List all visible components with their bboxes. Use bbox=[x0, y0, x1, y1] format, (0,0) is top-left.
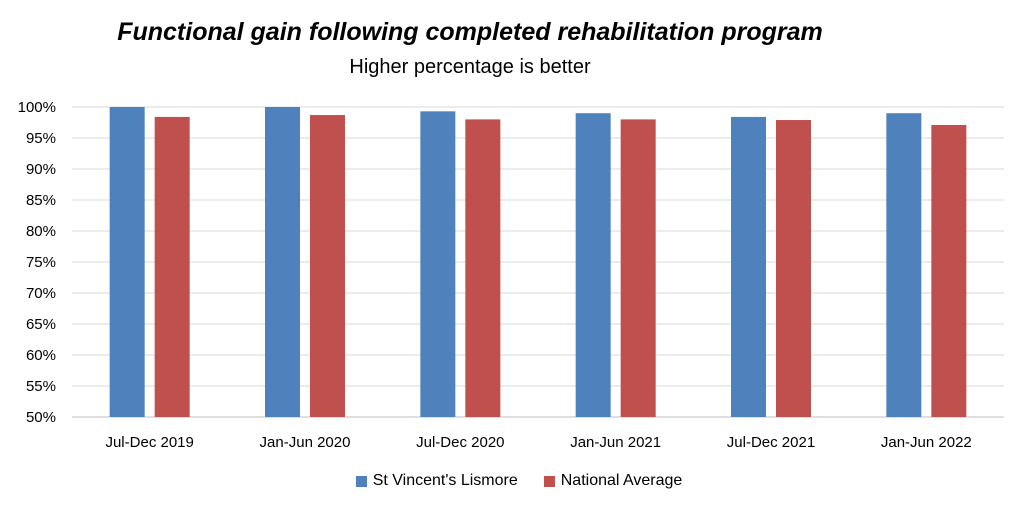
bar-series-1 bbox=[575, 113, 611, 417]
bar-series-1 bbox=[731, 116, 766, 418]
gridlines bbox=[72, 106, 1004, 418]
bar-series-1 bbox=[265, 107, 300, 417]
x-tick-label: Jul-Dec 2021 bbox=[727, 434, 815, 451]
x-axis-ticks: Jul-Dec 2019 Jan-Jun 2020 Jul-Dec 2020 Jan-… bbox=[105, 434, 971, 451]
bar-series-1 bbox=[420, 111, 456, 417]
y-tick-label: 55% bbox=[26, 378, 56, 395]
legend-item-series-1: St Vincent's Lismore bbox=[355, 472, 518, 490]
bar-series-2 bbox=[154, 116, 190, 418]
y-tick-label: 75% bbox=[26, 254, 56, 271]
x-tick-label: Jan-Jun 2020 bbox=[260, 434, 351, 451]
bar-series-1 bbox=[109, 107, 145, 417]
bar-series-2 bbox=[310, 115, 345, 417]
y-tick-label: 80% bbox=[26, 223, 56, 240]
bar-series-2 bbox=[931, 124, 967, 417]
x-tick-label: Jan-Jun 2022 bbox=[881, 434, 972, 451]
bar-series-2 bbox=[465, 119, 501, 418]
x-tick-label: Jul-Dec 2019 bbox=[105, 434, 193, 451]
legend-label-series-2: National Average bbox=[560, 472, 683, 489]
bar-series-1 bbox=[886, 113, 922, 417]
y-tick-label: 60% bbox=[26, 347, 56, 364]
legend-label-series-1: St Vincent's Lismore bbox=[372, 472, 518, 489]
y-axis-ticks: 50% 55% 60% 65% 70% 75% 80% 85% 90% 95% 100% bbox=[18, 99, 56, 426]
y-tick-label: 65% bbox=[26, 316, 56, 333]
bar-series-2 bbox=[620, 119, 656, 418]
y-tick-label: 95% bbox=[26, 130, 56, 147]
legend-swatch-series-2 bbox=[543, 475, 555, 487]
x-tick-label: Jul-Dec 2020 bbox=[416, 434, 504, 451]
y-tick-label: 70% bbox=[26, 285, 56, 302]
y-tick-label: 85% bbox=[26, 192, 56, 209]
legend-item-series-2: National Average bbox=[543, 472, 683, 490]
legend-swatch-series-1 bbox=[355, 475, 367, 487]
chart-title: Functional gain following completed reha… bbox=[117, 18, 823, 46]
bars bbox=[109, 107, 967, 418]
chart-subtitle: Higher percentage is better bbox=[349, 56, 591, 78]
bar-series-2 bbox=[776, 120, 811, 418]
x-tick-label: Jan-Jun 2021 bbox=[570, 434, 661, 451]
y-tick-label: 100% bbox=[18, 99, 56, 116]
legend: St Vincent's Lismore National Average bbox=[0, 472, 1028, 490]
y-tick-label: 90% bbox=[26, 161, 56, 178]
y-tick-label: 50% bbox=[26, 409, 56, 426]
